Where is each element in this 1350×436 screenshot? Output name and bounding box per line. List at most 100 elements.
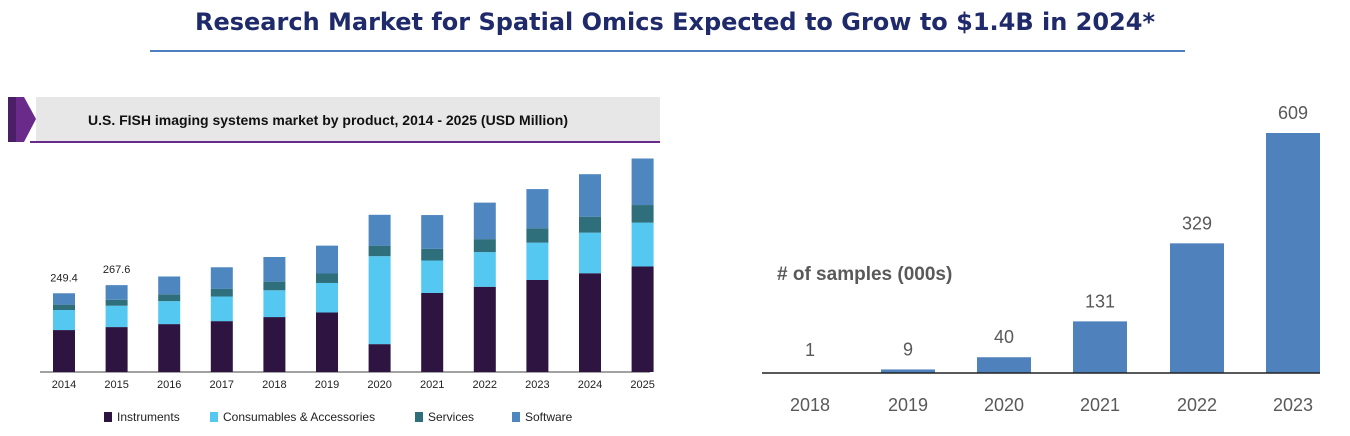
legend-swatch: [104, 412, 112, 422]
x-tick-label: 2016: [157, 379, 181, 391]
bar-segment-services-2022: [473, 239, 496, 253]
bar-segment-software-2024: [579, 174, 601, 217]
bar-segment-consumables-accessories-2018: [263, 290, 286, 318]
bar-segment-software-2019: [316, 245, 338, 274]
x-tick-label: 2017: [210, 379, 234, 391]
bar-segment-instruments-2019: [316, 312, 338, 372]
bar-segment-consumables-accessories-2025: [631, 222, 654, 267]
samples-bar-2019: [881, 369, 935, 373]
bar-segment-services-2023: [526, 228, 549, 243]
bar-segment-services-2019: [316, 273, 338, 283]
x-tick-label: 2023: [1273, 395, 1313, 415]
bar-segment-software-2025: [631, 158, 654, 206]
bar-segment-services-2020: [368, 245, 391, 257]
bar-segment-consumables-accessories-2017: [210, 296, 233, 322]
x-tick-label: 2024: [578, 379, 602, 391]
bar-segment-consumables-accessories-2015: [105, 305, 128, 328]
x-tick-label: 2018: [262, 379, 286, 391]
bar-segment-software-2018: [263, 257, 286, 282]
legend: Instruments Consumables & Accessories Serv…: [104, 410, 573, 424]
bar-segment-instruments-2018: [263, 317, 286, 372]
x-tick-label: 2014: [52, 379, 76, 391]
bar-segment-consumables-accessories-2022: [473, 252, 496, 287]
bar-segment-instruments-2025: [631, 266, 654, 372]
samples-chart-svg: # of samples (000s) 2018 2019 2020 2021 2022…: [762, 103, 1320, 415]
bar-segment-instruments-2022: [473, 286, 496, 372]
bar-segment-instruments-2023: [526, 280, 549, 372]
bar-segment-instruments-2014: [53, 330, 75, 372]
samples-bar-2021: [1073, 321, 1127, 373]
samples-bar-2022: [1170, 243, 1224, 373]
legend-label: Services: [428, 410, 474, 424]
x-tick-label: 2020: [984, 395, 1024, 415]
fish-market-chart-svg: U.S. FISH imaging systems market by prod…: [8, 97, 660, 424]
bar-segment-software-2016: [158, 276, 181, 295]
bar-segment-instruments-2015: [105, 327, 128, 372]
bar-segment-instruments-2020: [368, 344, 391, 372]
bar-segment-software-2020: [368, 214, 391, 246]
bar-segment-services-2024: [579, 216, 601, 233]
bar-segment-services-2017: [210, 288, 233, 297]
title-divider: [150, 50, 1185, 52]
samples-value-labels: 1 9 40 131 329 609: [805, 103, 1308, 360]
chart-title: U.S. FISH imaging systems market by prod…: [88, 112, 568, 128]
x-tick-label: 2020: [367, 379, 391, 391]
bar-segment-services-2021: [421, 248, 444, 261]
bar-segment-instruments-2021: [421, 292, 444, 372]
bar-segment-consumables-accessories-2021: [421, 260, 444, 293]
legend-label: Instruments: [117, 410, 180, 424]
x-tick-label: 2019: [888, 395, 928, 415]
x-tick-label: 2023: [525, 379, 549, 391]
brand-logo-icon-stripe: [8, 97, 16, 142]
samples-chart: # of samples (000s) 2018 2019 2020 2021 2022…: [740, 80, 1340, 431]
bar-segment-services-2015: [105, 299, 128, 306]
bar-segment-software-2017: [210, 267, 233, 289]
x-tick-label: 2015: [104, 379, 128, 391]
value-label: 609: [1278, 103, 1308, 123]
bar-segment-services-2014: [53, 304, 75, 311]
legend-swatch: [415, 412, 423, 422]
bar-segment-services-2025: [631, 205, 654, 223]
bar-segment-consumables-accessories-2019: [316, 282, 338, 313]
bar-group: [40, 158, 654, 373]
bar-segment-services-2016: [158, 294, 181, 302]
bar-segment-instruments-2016: [158, 324, 181, 372]
samples-x-tick-labels: 2018 2019 2020 2021 2022 2023: [790, 395, 1313, 415]
x-tick-label: 2022: [1177, 395, 1217, 415]
bar-segment-software-2015: [105, 285, 128, 300]
bar-segment-instruments-2024: [579, 273, 601, 372]
samples-bar-group: [783, 133, 1320, 373]
bar-segment-consumables-accessories-2016: [158, 301, 181, 325]
data-labels: 249.4 267.6: [50, 264, 130, 284]
bar-segment-software-2022: [473, 202, 496, 240]
x-tick-label: 2018: [790, 395, 830, 415]
bar-segment-software-2014: [53, 293, 75, 305]
value-label: 329: [1182, 213, 1212, 233]
chart-header-band: [30, 97, 660, 142]
page-title: Research Market for Spatial Omics Expect…: [194, 8, 1156, 36]
bar-segment-consumables-accessories-2020: [368, 256, 391, 345]
bar-segment-services-2018: [263, 281, 286, 291]
legend-label: Software: [525, 410, 573, 424]
x-tick-label: 2022: [473, 379, 497, 391]
samples-bar-2020: [977, 357, 1031, 373]
x-tick-label: 2025: [630, 379, 654, 391]
bar-segment-consumables-accessories-2023: [526, 242, 549, 280]
bar-segment-consumables-accessories-2024: [579, 232, 601, 274]
bar-segment-instruments-2017: [210, 321, 233, 372]
data-label: 249.4: [50, 272, 78, 284]
legend-label: Consumables & Accessories: [223, 410, 375, 424]
samples-chart-title: # of samples (000s): [777, 264, 952, 285]
bar-segment-software-2023: [526, 189, 549, 229]
x-tick-label: 2019: [315, 379, 339, 391]
value-label: 40: [994, 327, 1014, 347]
data-label: 267.6: [103, 264, 131, 276]
legend-swatch: [512, 412, 520, 422]
bar-segment-consumables-accessories-2014: [53, 310, 75, 331]
samples-bar-2023: [1266, 133, 1320, 373]
x-tick-label: 2021: [1080, 395, 1120, 415]
bar-segment-software-2021: [421, 215, 444, 249]
value-label: 9: [903, 339, 913, 359]
fish-market-chart: U.S. FISH imaging systems market by prod…: [0, 94, 668, 431]
legend-swatch: [210, 412, 218, 422]
